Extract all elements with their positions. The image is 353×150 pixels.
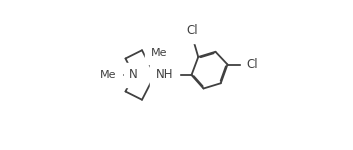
Text: NH: NH: [156, 69, 173, 81]
Text: Cl: Cl: [247, 58, 258, 71]
Text: Me: Me: [100, 70, 116, 80]
Text: Cl: Cl: [186, 24, 198, 38]
Text: Me: Me: [151, 48, 167, 58]
Text: N: N: [130, 69, 138, 81]
